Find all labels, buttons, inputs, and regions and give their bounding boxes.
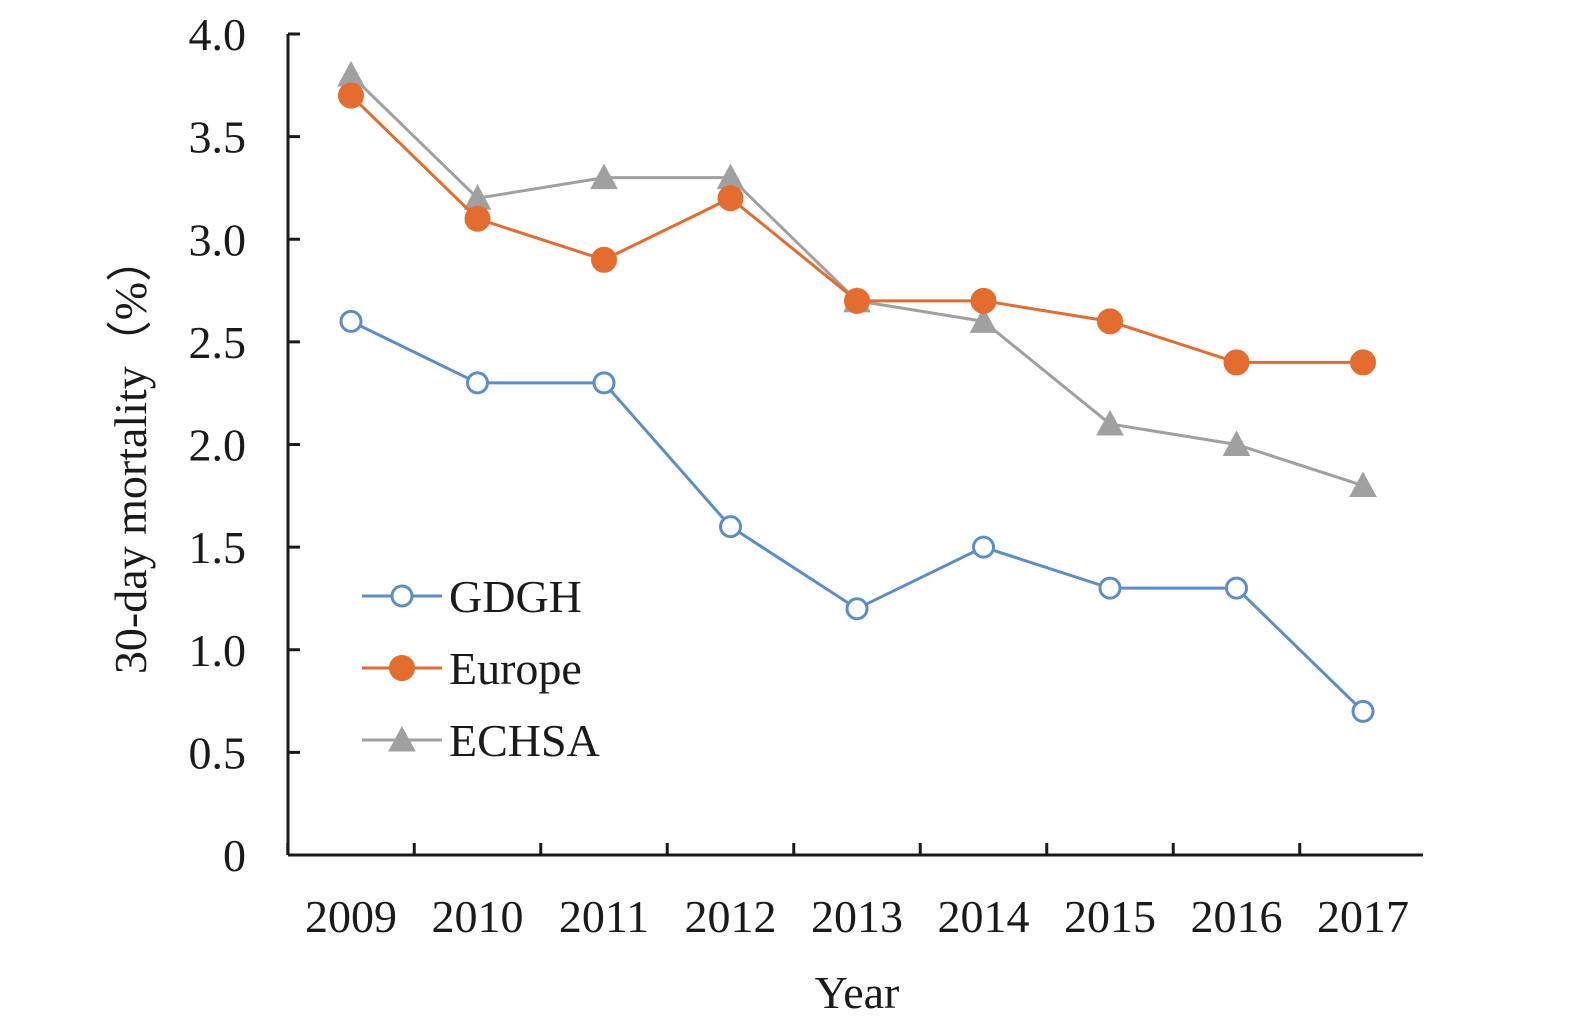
series-europe-line: [349, 94, 1363, 364]
legend-item-europe: Europe: [362, 643, 582, 694]
series-lines: [337, 61, 1377, 723]
y-tick-label: 0.5: [189, 727, 247, 778]
series-gdgh-point: [1351, 699, 1375, 723]
x-tick-label: 2014: [938, 891, 1030, 942]
legend-gdgh-label: GDGH: [449, 571, 582, 622]
series-gdgh-point: [339, 309, 363, 333]
legend-europe-label: Europe: [449, 643, 582, 694]
y-tick-label: 3.0: [189, 214, 247, 265]
x-tick-label: 2016: [1191, 891, 1283, 942]
y-tick-label: 1.5: [189, 522, 247, 573]
legend-item-echsa: ECHSA: [362, 715, 600, 766]
series-europe: [338, 82, 1376, 376]
series-gdgh-point: [466, 371, 489, 395]
y-tick-labels: 0 0.5 1.0 1.5 2.0 2.5 3.0 3.5 4.0: [189, 9, 247, 881]
x-tick-label: 2009: [305, 891, 397, 942]
series-europe-point: [1223, 349, 1250, 376]
legend-echsa-label: ECHSA: [449, 715, 600, 766]
legend: GDGH Europe ECHSA: [362, 571, 600, 766]
x-tick-labels: 2009 2010 2011 2012 2013 2014 2015 2016 2017: [305, 891, 1409, 942]
series-echsa-line: [349, 73, 1364, 487]
legend-gdgh-marker: [390, 584, 414, 608]
series-europe-point: [338, 82, 364, 109]
series-europe-point: [464, 205, 491, 232]
series-gdgh-point: [845, 597, 869, 621]
series-europe-point: [591, 246, 617, 273]
x-tick-label: 2013: [811, 891, 903, 942]
series-gdgh-point: [972, 535, 995, 559]
y-tick-label: 2.5: [189, 317, 247, 368]
series-europe-point: [1097, 308, 1123, 335]
series-echsa-point: [1222, 430, 1251, 456]
x-tick-label: 2010: [432, 891, 524, 942]
series-europe-point: [1350, 349, 1376, 376]
legend-europe-marker: [389, 655, 415, 681]
series-echsa-point: [969, 307, 998, 333]
x-axis-title: Year: [815, 967, 900, 1018]
x-tick-label: 2011: [559, 891, 649, 942]
y-tick-label: 2.0: [189, 420, 247, 471]
series-europe-point: [970, 287, 997, 314]
series-europe-point: [844, 287, 870, 314]
y-axis-title: 30-day mortality（%）: [105, 236, 156, 674]
legend-item-gdgh: GDGH: [362, 571, 582, 622]
series-gdgh-point: [1225, 576, 1248, 600]
series-europe-point: [717, 185, 744, 212]
axes: [286, 32, 1423, 857]
series-gdgh-point: [592, 371, 616, 395]
series-gdgh: [339, 309, 1375, 723]
series-echsa-point: [1349, 471, 1377, 498]
series-gdgh-point: [1098, 576, 1122, 600]
y-tick-label: 4.0: [189, 9, 247, 60]
y-tick-label: 1.0: [189, 625, 247, 676]
series-gdgh-point: [719, 515, 742, 539]
x-tick-label: 2017: [1317, 891, 1409, 942]
series-echsa-point: [1096, 409, 1124, 436]
series-echsa: [337, 61, 1377, 498]
y-tick-label: 0: [223, 830, 246, 881]
y-tick-label: 3.5: [189, 112, 247, 163]
series-echsa-point: [337, 61, 365, 87]
x-tick-label: 2015: [1064, 891, 1156, 942]
series-echsa-point: [590, 163, 618, 190]
legend-echsa-marker: [388, 725, 416, 752]
x-tick-label: 2012: [685, 891, 777, 942]
